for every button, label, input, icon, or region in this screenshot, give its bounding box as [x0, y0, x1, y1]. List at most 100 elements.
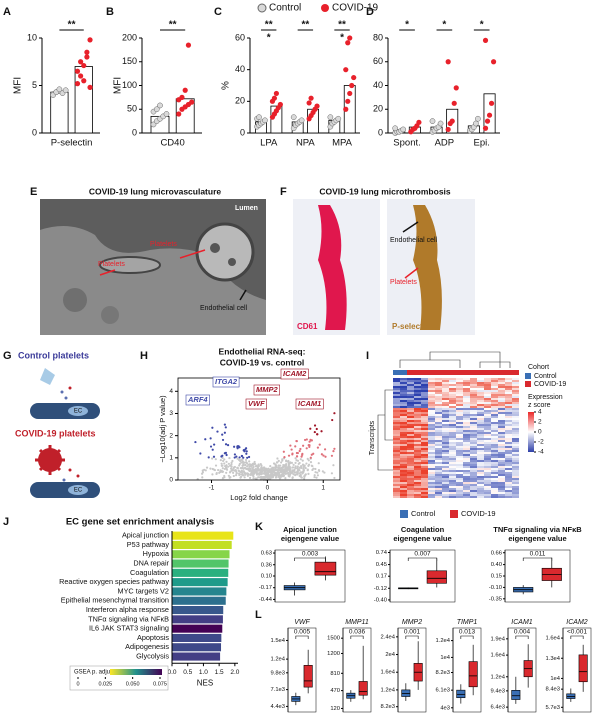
heatmap-cell	[491, 464, 498, 466]
heatmap-cell	[491, 462, 498, 464]
volcano-dot	[301, 463, 305, 466]
heatmap-cell	[484, 480, 491, 482]
heatmap-cell	[456, 402, 463, 404]
volcano-dot	[323, 471, 326, 474]
heatmap-cell	[470, 438, 477, 440]
heatmap-cell	[414, 448, 421, 450]
colorbar-label: 0	[538, 429, 542, 436]
heatmap-cell	[456, 406, 463, 408]
heatmap-cell	[491, 488, 498, 490]
category-label: Coagulation	[130, 568, 169, 577]
heatmap-cell	[421, 478, 428, 480]
heatmap-cell	[393, 494, 400, 496]
volcano-dot	[305, 447, 308, 450]
heatmap-cell	[470, 492, 477, 494]
heatmap-cell	[477, 452, 484, 454]
volcano-dot	[234, 469, 237, 472]
heatmap-cell	[421, 438, 428, 440]
heatmap-cell	[484, 392, 491, 394]
y-tick-label: 100	[122, 80, 137, 90]
volcano-dot	[274, 468, 277, 471]
heatmap-cell	[456, 482, 463, 484]
heatmap-cell	[435, 398, 442, 400]
legend-title: Expression	[528, 394, 563, 401]
volcano-dot	[200, 472, 204, 475]
heatmap-cell	[428, 484, 435, 486]
heatmap-cell	[456, 418, 463, 420]
heatmap-cell	[421, 414, 428, 416]
colorbar-label: -2	[538, 439, 544, 446]
heatmap-cell	[498, 448, 505, 450]
heatmap-cell	[407, 450, 414, 452]
heatmap-cell	[407, 454, 414, 456]
data-dot	[62, 87, 69, 94]
heatmap-cell	[463, 424, 470, 426]
volcano-dot	[244, 448, 247, 451]
heatmap-cell	[470, 478, 477, 480]
heatmap-cell	[400, 414, 407, 416]
heatmap-cell	[414, 480, 421, 482]
heatmap-cell	[428, 408, 435, 410]
heatmap-cell	[407, 466, 414, 468]
heatmap-cell	[456, 492, 463, 494]
heatmap-cell	[400, 408, 407, 410]
heatmap-cell	[512, 380, 519, 382]
heatmap-cell	[470, 484, 477, 486]
heatmap-cell	[477, 474, 484, 476]
volcano-dot	[209, 445, 213, 448]
heatmap-cell	[484, 408, 491, 410]
plot-title: eigengene value	[393, 534, 451, 543]
heatmap-cell	[393, 496, 400, 498]
em-label: Platelets	[98, 261, 125, 268]
heatmap-cell	[407, 396, 414, 398]
heatmap-cell	[512, 490, 519, 492]
data-dot	[271, 95, 278, 101]
heatmap-cell	[393, 412, 400, 414]
heatmap-cell	[435, 452, 442, 454]
heatmap-cell	[407, 426, 414, 428]
volcano-dot	[284, 477, 287, 480]
heatmap-cell	[428, 426, 435, 428]
heatmap-cell	[428, 418, 435, 420]
data-dot	[157, 102, 163, 109]
heatmap-cell	[393, 452, 400, 454]
heatmap-cell	[477, 476, 484, 478]
volcano-dot	[246, 465, 249, 468]
heatmap-cell	[400, 468, 407, 470]
heatmap-cell	[414, 398, 421, 400]
heatmap-cell	[449, 486, 456, 488]
volcano-dot	[322, 454, 325, 457]
dendrogram	[399, 351, 511, 368]
volcano-dot	[313, 474, 316, 477]
y-tick-label: 8.4e3	[545, 687, 560, 693]
data-dot	[78, 59, 84, 65]
y-tick-label: 9.4e3	[490, 688, 505, 694]
heatmap-cell	[442, 416, 449, 418]
heatmap-cell	[456, 448, 463, 450]
heatmap-cell	[400, 424, 407, 426]
heatmap-cell	[442, 420, 449, 422]
heatmap-cell	[421, 460, 428, 462]
plot-frame	[562, 627, 592, 713]
heatmap-cell	[428, 492, 435, 494]
heatmap-cell	[463, 496, 470, 498]
heatmap-cell	[421, 494, 428, 496]
volcano-dot	[277, 459, 280, 462]
volcano-dot	[331, 418, 334, 422]
heatmap-cell	[505, 436, 512, 438]
heatmap-cell	[505, 468, 512, 470]
histology-image	[293, 199, 475, 335]
heatmap-cell	[477, 434, 484, 436]
heatmap-cell	[505, 384, 512, 386]
volcano-dot	[254, 467, 257, 471]
heatmap-cell	[491, 440, 498, 442]
heatmap-cell	[442, 446, 449, 448]
y-tick-label: 20	[373, 104, 383, 114]
heatmap-cell	[484, 430, 491, 432]
cohort-bar	[407, 370, 519, 375]
heatmap-cell	[470, 434, 477, 436]
bar	[172, 606, 224, 615]
heatmap-cell	[449, 416, 456, 418]
heatmap-cell	[428, 474, 435, 476]
volcano-dot	[236, 457, 239, 460]
